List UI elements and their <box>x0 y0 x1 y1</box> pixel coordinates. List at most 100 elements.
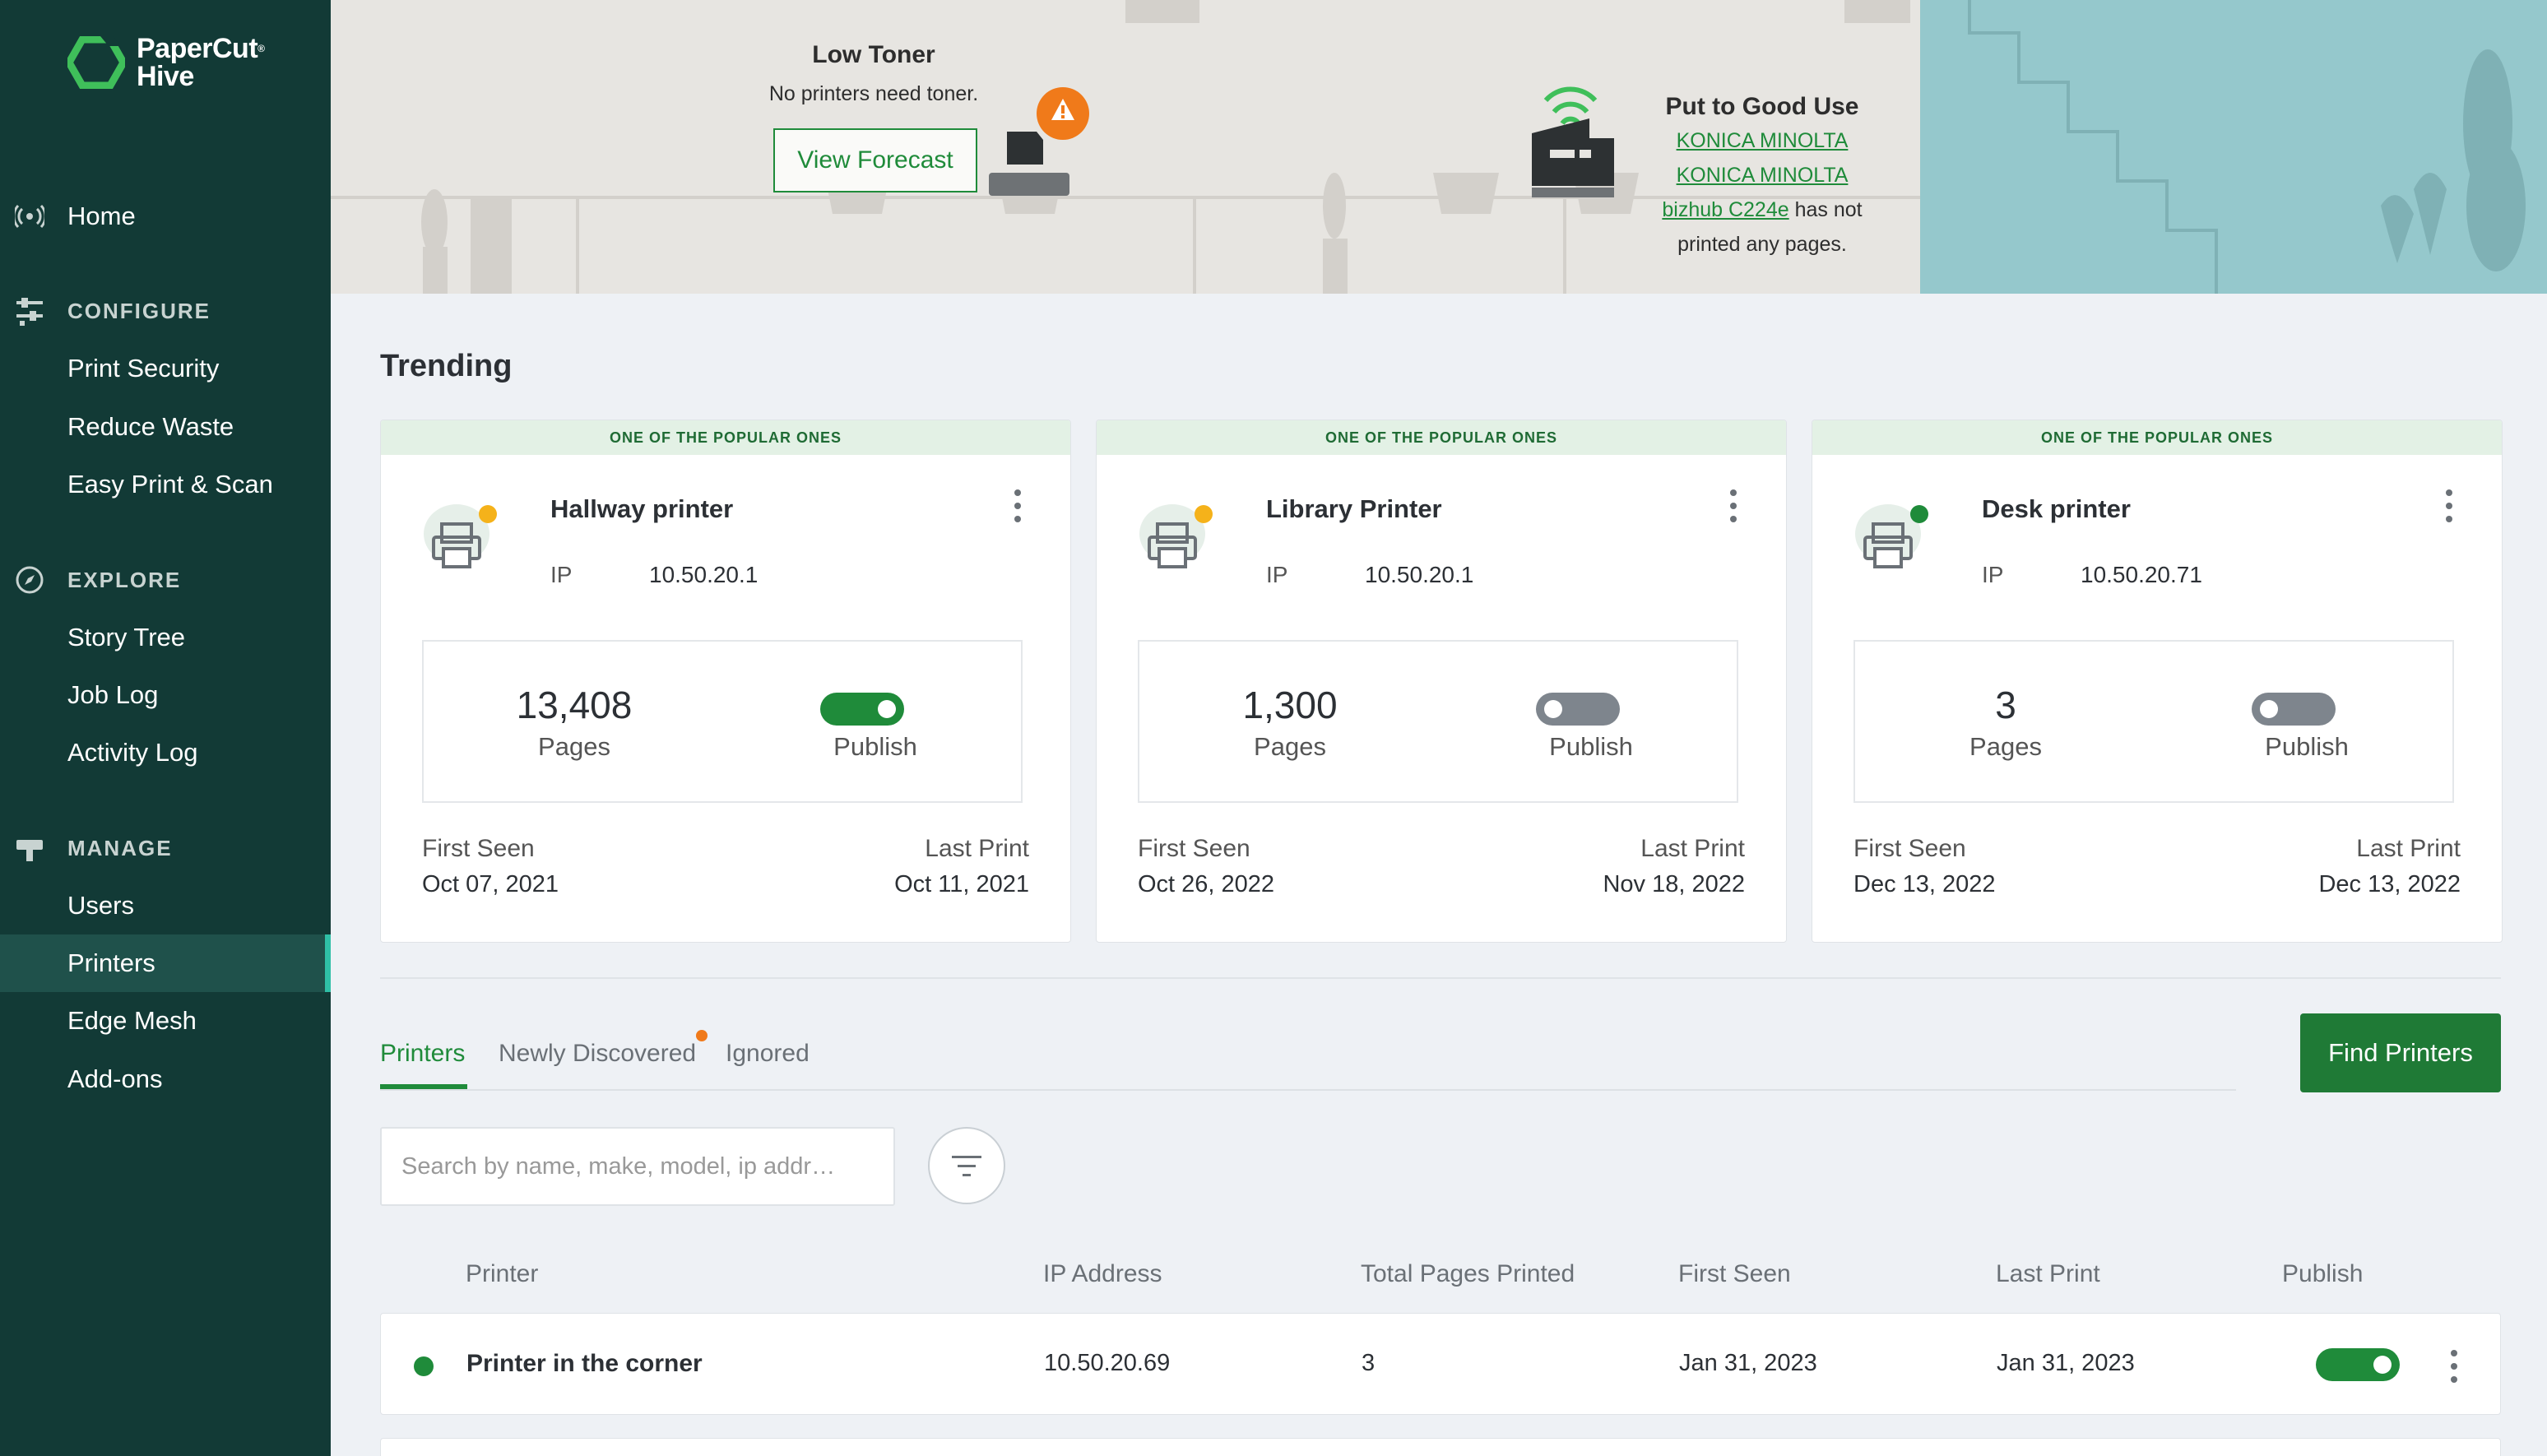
sidebar-item-print-security[interactable]: Print Security <box>0 340 331 397</box>
wrench-icon <box>16 840 43 861</box>
sidebar-item-label: Print Security <box>67 354 220 383</box>
printer-link[interactable]: bizhub C224e <box>1662 198 1789 221</box>
sidebar-item-home[interactable]: Home <box>0 188 331 245</box>
sidebar-item-activity-log[interactable]: Activity Log <box>0 724 331 781</box>
printer-name-cell[interactable]: Printer in the corner <box>466 1350 703 1377</box>
good-use-text: has not <box>1794 198 1863 221</box>
section-label: EXPLORE <box>67 567 182 592</box>
printer-icon <box>1855 504 1928 568</box>
hexagon-logo-icon <box>67 36 125 89</box>
last-print-cell: Jan 31, 2023 <box>1997 1350 2135 1376</box>
good-use-text: printed any pages. <box>1677 233 1847 256</box>
find-printers-button[interactable]: Find Printers <box>2300 1013 2501 1092</box>
table-row[interactable]: Printer in the corner 10.50.20.69 3 Jan … <box>380 1313 2501 1415</box>
more-vertical-icon[interactable] <box>1009 488 1026 524</box>
trending-card[interactable]: ONE OF THE POPULAR ONES Desk printer IP … <box>1812 420 2503 943</box>
ip-label: IP <box>550 562 573 587</box>
publish-label: Publish <box>2265 732 2349 761</box>
search-input[interactable] <box>380 1127 895 1206</box>
printer-icon <box>1139 504 1213 568</box>
low-toner-text: No printers need toner. <box>768 82 979 105</box>
stats-box: 1,300 Pages Publish <box>1138 640 1738 803</box>
last-print-label: Last Print <box>2356 835 2461 862</box>
publish-toggle[interactable] <box>1536 693 1620 726</box>
last-print-value: Oct 11, 2021 <box>894 871 1029 897</box>
publish-toggle[interactable] <box>2252 693 2336 726</box>
ip-cell: 10.50.20.69 <box>1044 1350 1171 1376</box>
popular-banner: ONE OF THE POPULAR ONES <box>1097 420 1786 455</box>
sidebar-item-label: Reduce Waste <box>67 412 234 441</box>
first-seen-value: Dec 13, 2022 <box>1853 871 1996 897</box>
sidebar-item-label: Printers <box>67 948 155 977</box>
pages-count: 1,300 <box>1242 684 1338 726</box>
sidebar-item-easy-print-scan[interactable]: Easy Print & Scan <box>0 456 331 513</box>
first-seen-cell: Jan 31, 2023 <box>1679 1350 1817 1376</box>
sidebar-item-job-log[interactable]: Job Log <box>0 666 331 724</box>
table-row[interactable] <box>380 1438 2501 1456</box>
low-toner-title: Low Toner <box>812 41 935 68</box>
publish-toggle[interactable] <box>820 693 904 726</box>
section-explore: EXPLORE <box>0 551 331 609</box>
section-label: CONFIGURE <box>67 298 211 323</box>
column-header-last-print[interactable]: Last Print <box>1996 1260 2100 1287</box>
printer-link[interactable]: KONICA MINOLTA <box>1676 164 1849 187</box>
publish-toggle[interactable] <box>2316 1348 2400 1381</box>
last-print-value: Dec 13, 2022 <box>2318 871 2461 897</box>
compass-icon <box>16 566 44 594</box>
stats-box: 3 Pages Publish <box>1853 640 2454 803</box>
pages-label: Pages <box>1254 732 1326 761</box>
sidebar-item-label: Edge Mesh <box>67 1006 197 1035</box>
sidebar-item-story-tree[interactable]: Story Tree <box>0 609 331 666</box>
section-divider <box>380 977 2501 979</box>
popular-banner: ONE OF THE POPULAR ONES <box>1812 420 2502 455</box>
sidebar-item-add-ons[interactable]: Add-ons <box>0 1050 331 1108</box>
publish-label: Publish <box>833 732 917 761</box>
office-illustration-banner: Low Toner No printers need toner. View F… <box>331 0 1920 294</box>
sliders-icon <box>16 298 43 326</box>
put-to-good-use-panel: Put to Good Use KONICA MINOLTA KONICA MI… <box>1639 90 1886 262</box>
view-forecast-button[interactable]: View Forecast <box>773 128 977 192</box>
low-toner-panel: Low Toner No printers need toner. <box>759 41 989 106</box>
section-manage: MANAGE <box>0 819 331 877</box>
first-seen-value: Oct 26, 2022 <box>1138 871 1275 897</box>
filter-button[interactable] <box>928 1127 1005 1204</box>
filter-icon <box>952 1156 981 1176</box>
wifi-printer-icon <box>1532 86 1614 197</box>
tab-ignored[interactable]: Ignored <box>726 1040 810 1067</box>
column-header-printer[interactable]: Printer <box>466 1260 539 1287</box>
brand-mark: ® <box>257 43 265 54</box>
sidebar-item-label: Easy Print & Scan <box>67 470 273 498</box>
papercut-hive-logo[interactable]: PaperCut® Hive <box>67 33 265 90</box>
more-vertical-icon[interactable] <box>2441 488 2457 524</box>
column-header-pages[interactable]: Total Pages Printed <box>1361 1260 1575 1287</box>
sidebar-item-users[interactable]: Users <box>0 877 331 934</box>
sidebar-item-edge-mesh[interactable]: Edge Mesh <box>0 992 331 1050</box>
printer-name: Hallway printer <box>550 494 734 523</box>
ip-label: IP <box>1266 562 1288 587</box>
popular-banner: ONE OF THE POPULAR ONES <box>381 420 1070 455</box>
active-tab-indicator <box>380 1084 467 1089</box>
sidebar-item-reduce-waste[interactable]: Reduce Waste <box>0 398 331 456</box>
more-vertical-icon[interactable] <box>1725 488 1742 524</box>
tab-printers[interactable]: Printers <box>380 1040 466 1067</box>
sidebar-item-printers[interactable]: Printers <box>0 934 331 992</box>
tab-newly-discovered[interactable]: Newly Discovered <box>499 1040 697 1067</box>
sidebar-item-label: Home <box>67 202 136 230</box>
last-print-label: Last Print <box>1640 835 1745 862</box>
sidebar-item-label: Job Log <box>67 680 159 709</box>
column-header-first-seen[interactable]: First Seen <box>1678 1260 1791 1287</box>
sidebar-item-label: Users <box>67 891 134 920</box>
trending-title: Trending <box>380 349 513 383</box>
column-header-publish[interactable]: Publish <box>2282 1260 2364 1287</box>
trending-card[interactable]: ONE OF THE POPULAR ONES Library Printer … <box>1096 420 1787 943</box>
brand-line1: PaperCut <box>137 33 258 64</box>
publish-label: Publish <box>1549 732 1633 761</box>
sidebar-item-label: Add-ons <box>67 1064 163 1093</box>
printer-link[interactable]: KONICA MINOLTA <box>1676 129 1849 152</box>
trending-card[interactable]: ONE OF THE POPULAR ONES Hallway printer … <box>380 420 1071 943</box>
pages-count: 13,408 <box>516 684 633 726</box>
stairs-illustration <box>1920 0 2547 294</box>
more-vertical-icon[interactable] <box>2446 1348 2462 1384</box>
first-seen-value: Oct 07, 2021 <box>422 871 559 897</box>
column-header-ip[interactable]: IP Address <box>1043 1260 1162 1287</box>
